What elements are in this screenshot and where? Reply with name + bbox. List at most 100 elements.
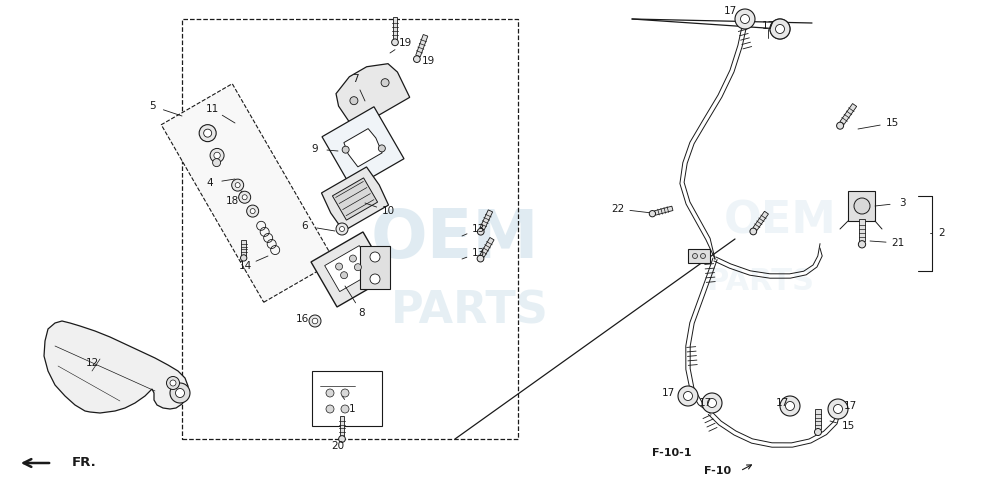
Text: 13: 13 bbox=[471, 248, 484, 258]
Circle shape bbox=[702, 393, 722, 413]
Circle shape bbox=[349, 255, 356, 262]
Circle shape bbox=[235, 182, 240, 187]
Text: 22: 22 bbox=[612, 204, 625, 214]
Circle shape bbox=[413, 56, 420, 63]
Text: 6: 6 bbox=[301, 221, 308, 231]
Circle shape bbox=[341, 389, 349, 397]
Polygon shape bbox=[332, 178, 377, 220]
Polygon shape bbox=[848, 191, 875, 221]
Circle shape bbox=[693, 254, 698, 259]
Circle shape bbox=[650, 210, 656, 217]
Text: 11: 11 bbox=[205, 104, 218, 114]
Circle shape bbox=[341, 405, 349, 413]
Text: 10: 10 bbox=[381, 206, 394, 216]
Circle shape bbox=[246, 205, 258, 217]
Text: 20: 20 bbox=[331, 441, 344, 451]
Polygon shape bbox=[860, 219, 865, 241]
Circle shape bbox=[828, 399, 848, 419]
Circle shape bbox=[312, 318, 317, 324]
Polygon shape bbox=[415, 35, 427, 57]
Text: 1: 1 bbox=[348, 404, 355, 414]
Circle shape bbox=[199, 125, 216, 142]
Circle shape bbox=[250, 208, 255, 213]
Circle shape bbox=[339, 226, 344, 231]
Circle shape bbox=[741, 15, 750, 24]
Polygon shape bbox=[655, 206, 673, 215]
Circle shape bbox=[242, 195, 247, 200]
Circle shape bbox=[370, 252, 380, 262]
Circle shape bbox=[477, 255, 483, 262]
Text: 17: 17 bbox=[776, 398, 789, 408]
Circle shape bbox=[378, 145, 385, 152]
Circle shape bbox=[370, 274, 380, 284]
Circle shape bbox=[203, 129, 211, 137]
Text: 12: 12 bbox=[85, 358, 99, 368]
Circle shape bbox=[678, 386, 698, 406]
Text: 4: 4 bbox=[206, 178, 213, 188]
Text: 3: 3 bbox=[899, 198, 905, 208]
Text: 7: 7 bbox=[351, 74, 358, 84]
Text: OEM: OEM bbox=[724, 199, 837, 242]
Circle shape bbox=[735, 9, 755, 29]
Circle shape bbox=[214, 152, 220, 159]
Polygon shape bbox=[339, 416, 344, 436]
Circle shape bbox=[231, 179, 243, 191]
Circle shape bbox=[834, 404, 843, 413]
Circle shape bbox=[170, 380, 176, 386]
Text: 17: 17 bbox=[699, 398, 712, 408]
Text: 17: 17 bbox=[724, 6, 737, 16]
Polygon shape bbox=[336, 64, 409, 129]
Text: F-10: F-10 bbox=[705, 466, 732, 476]
Circle shape bbox=[391, 39, 398, 46]
Text: 17: 17 bbox=[762, 21, 775, 31]
Circle shape bbox=[786, 401, 795, 410]
Text: FR.: FR. bbox=[72, 456, 97, 469]
Circle shape bbox=[381, 79, 389, 87]
Polygon shape bbox=[311, 232, 389, 307]
Circle shape bbox=[340, 272, 347, 279]
Text: 19: 19 bbox=[421, 56, 434, 66]
Text: OEM: OEM bbox=[370, 206, 540, 272]
Polygon shape bbox=[840, 104, 857, 124]
Circle shape bbox=[170, 383, 190, 403]
Circle shape bbox=[238, 191, 250, 203]
Circle shape bbox=[770, 19, 790, 39]
Text: 5: 5 bbox=[149, 101, 155, 111]
Circle shape bbox=[750, 228, 757, 235]
Text: 18: 18 bbox=[225, 196, 238, 206]
Circle shape bbox=[342, 146, 349, 153]
Circle shape bbox=[477, 228, 484, 235]
Circle shape bbox=[776, 25, 785, 34]
Circle shape bbox=[854, 198, 870, 214]
Polygon shape bbox=[344, 129, 382, 167]
Text: 15: 15 bbox=[885, 118, 899, 128]
Polygon shape bbox=[479, 210, 492, 230]
Circle shape bbox=[309, 315, 321, 327]
Text: 17: 17 bbox=[662, 388, 675, 398]
Text: 17: 17 bbox=[844, 401, 857, 411]
Polygon shape bbox=[392, 17, 397, 39]
Text: 13: 13 bbox=[471, 224, 484, 234]
Circle shape bbox=[212, 159, 220, 167]
Polygon shape bbox=[161, 84, 334, 302]
Text: 19: 19 bbox=[398, 38, 411, 48]
Text: 15: 15 bbox=[842, 421, 855, 431]
Polygon shape bbox=[241, 239, 246, 256]
Polygon shape bbox=[360, 246, 390, 289]
Text: 21: 21 bbox=[891, 238, 905, 248]
Circle shape bbox=[338, 436, 345, 442]
Circle shape bbox=[326, 389, 334, 397]
Circle shape bbox=[326, 405, 334, 413]
Polygon shape bbox=[688, 249, 710, 263]
Circle shape bbox=[776, 25, 785, 34]
Text: 9: 9 bbox=[311, 144, 318, 154]
Polygon shape bbox=[479, 237, 494, 257]
Circle shape bbox=[684, 391, 693, 400]
Text: 2: 2 bbox=[939, 228, 945, 238]
Polygon shape bbox=[816, 409, 821, 429]
Circle shape bbox=[350, 97, 358, 105]
Circle shape bbox=[815, 428, 822, 435]
Circle shape bbox=[780, 396, 800, 416]
Circle shape bbox=[336, 223, 348, 235]
Circle shape bbox=[708, 398, 717, 407]
